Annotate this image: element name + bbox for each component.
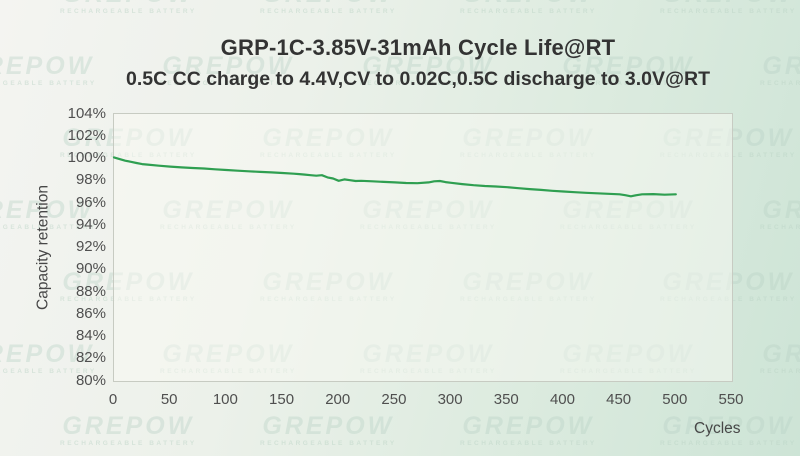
watermark-text: GREPOW xyxy=(262,412,395,440)
x-tick-label: 250 xyxy=(381,391,407,408)
x-tick-label: 450 xyxy=(606,391,632,408)
y-tick-label: 82% xyxy=(75,349,106,367)
y-axis-title: Capacity retention xyxy=(34,185,52,310)
y-tick-label: 96% xyxy=(75,193,106,211)
watermark-subtext: RECHARGEABLE BATTERY xyxy=(760,368,800,375)
watermark-subtext: RECHARGEABLE BATTERY xyxy=(0,368,97,375)
y-tick-label: 80% xyxy=(75,371,106,389)
x-tick-label: 150 xyxy=(269,391,295,408)
y-tick-label: 92% xyxy=(75,238,106,255)
y-tick-label: 86% xyxy=(75,304,106,322)
x-axis-title: Cycles xyxy=(694,420,741,437)
watermark-text: GREPOW xyxy=(462,412,595,440)
y-tick-label: 104% xyxy=(67,104,106,122)
x-tick-label: 200 xyxy=(325,391,351,408)
x-tick-label: 300 xyxy=(437,391,463,408)
watermark-subtext: RECHARGEABLE BATTERY xyxy=(760,224,800,231)
y-tick-label: 88% xyxy=(75,282,106,300)
watermark-text: GREPOW xyxy=(62,412,195,440)
x-tick-label: 500 xyxy=(662,391,688,408)
x-tick-label: 550 xyxy=(718,391,744,408)
cycle-life-line xyxy=(112,156,677,198)
x-tick-label: 0 xyxy=(108,391,118,408)
chart-subtitle: 0.5C CC charge to 4.4V,CV to 0.02C,0.5C … xyxy=(126,68,710,90)
x-tick-label: 400 xyxy=(549,391,575,408)
y-tick-label: 94% xyxy=(75,215,106,233)
y-tick-label: 90% xyxy=(75,260,106,278)
x-tick-label: 50 xyxy=(160,391,178,408)
y-tick-label: 84% xyxy=(75,327,106,344)
x-tick-label: 100 xyxy=(212,391,238,408)
plot-area xyxy=(112,113,733,382)
y-tick-label: 98% xyxy=(75,171,106,189)
x-tick-label: 350 xyxy=(493,391,519,408)
watermark-subtext: RECHARGEABLE BATTERY xyxy=(460,440,597,447)
watermark-text: GREPOW xyxy=(762,196,800,224)
watermark-subtext: RECHARGEABLE BATTERY xyxy=(660,440,797,447)
y-tick-label: 102% xyxy=(67,126,106,144)
watermark-subtext: RECHARGEABLE BATTERY xyxy=(260,440,397,447)
chart-title: GRP-1C-3.85V-31mAh Cycle Life@RT xyxy=(220,35,616,60)
cycle-life-svg xyxy=(112,156,677,198)
chart-header: GRP-1C-3.85V-31mAh Cycle Life@RT 0.5C CC… xyxy=(0,0,800,91)
y-tick-label: 100% xyxy=(67,149,106,166)
watermark-subtext: RECHARGEABLE BATTERY xyxy=(60,440,197,447)
watermark-text: GREPOW xyxy=(762,340,800,368)
